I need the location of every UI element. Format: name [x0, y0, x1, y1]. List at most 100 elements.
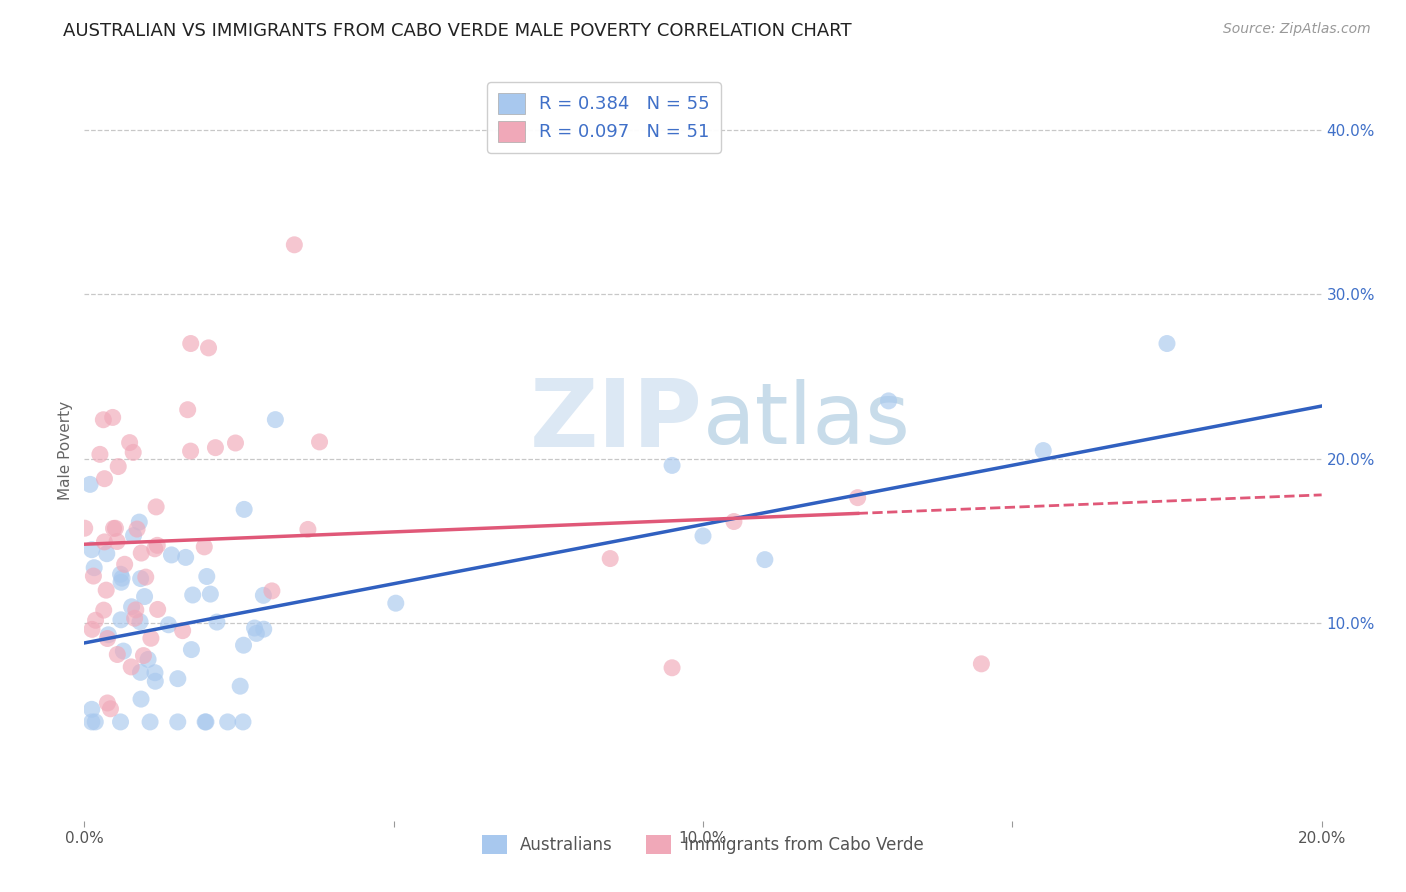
Point [174, 550, 197, 565]
Point [180, 444, 202, 458]
Point [877, 393, 900, 408]
Point [132, 648, 155, 663]
Point [96, 547, 118, 561]
Point [194, 714, 217, 729]
Point [105, 534, 128, 549]
Point [118, 435, 141, 450]
Point [253, 622, 276, 636]
Point [754, 552, 776, 566]
Point [181, 588, 204, 602]
Legend: Australians, Immigrants from Cabo Verde: Australians, Immigrants from Cabo Verde [475, 828, 931, 861]
Point [125, 522, 148, 536]
Point [232, 714, 254, 729]
Point [245, 626, 267, 640]
Point [200, 587, 222, 601]
Point [252, 588, 274, 602]
Point [120, 660, 142, 674]
Text: atlas: atlas [703, 379, 911, 462]
Point [134, 590, 156, 604]
Point [128, 515, 150, 529]
Point [105, 648, 128, 662]
Point [195, 569, 218, 583]
Point [193, 540, 215, 554]
Point [96, 583, 118, 598]
Point [180, 336, 202, 351]
Point [93, 603, 115, 617]
Text: ZIP: ZIP [530, 375, 703, 467]
Point [135, 570, 157, 584]
Point [157, 617, 180, 632]
Point [80, 542, 103, 557]
Point [723, 515, 745, 529]
Point [110, 613, 132, 627]
Point [232, 638, 254, 652]
Point [80, 702, 103, 716]
Point [166, 714, 188, 729]
Point [97, 628, 120, 642]
Point [122, 445, 145, 459]
Point [80, 623, 103, 637]
Point [129, 692, 152, 706]
Point [96, 632, 118, 646]
Point [110, 567, 132, 582]
Point [224, 436, 246, 450]
Point [145, 500, 167, 514]
Point [121, 599, 143, 614]
Point [229, 679, 252, 693]
Point [194, 714, 217, 729]
Point [384, 596, 406, 610]
Point [846, 491, 869, 505]
Point [100, 702, 122, 716]
Point [110, 575, 132, 590]
Text: AUSTRALIAN VS IMMIGRANTS FROM CABO VERDE MALE POVERTY CORRELATION CHART: AUSTRALIAN VS IMMIGRANTS FROM CABO VERDE… [63, 22, 852, 40]
Point [110, 714, 132, 729]
Point [217, 714, 239, 729]
Point [73, 521, 96, 535]
Point [93, 472, 115, 486]
Point [599, 551, 621, 566]
Point [129, 615, 152, 629]
Point [125, 603, 148, 617]
Point [204, 441, 226, 455]
Point [205, 615, 228, 629]
Point [692, 529, 714, 543]
Point [661, 458, 683, 473]
Point [93, 413, 115, 427]
Point [243, 621, 266, 635]
Point [79, 477, 101, 491]
Point [143, 665, 166, 680]
Point [172, 624, 194, 638]
Point [176, 402, 198, 417]
Point [82, 569, 104, 583]
Point [84, 613, 107, 627]
Point [139, 632, 162, 646]
Point [107, 459, 129, 474]
Point [297, 523, 319, 537]
Point [84, 714, 107, 729]
Point [124, 611, 146, 625]
Point [129, 546, 152, 560]
Point [104, 521, 127, 535]
Point [264, 412, 287, 426]
Point [101, 410, 124, 425]
Point [283, 237, 305, 252]
Y-axis label: Male Poverty: Male Poverty [58, 401, 73, 500]
Point [146, 538, 169, 552]
Point [233, 502, 256, 516]
Point [129, 572, 152, 586]
Point [143, 674, 166, 689]
Point [112, 644, 135, 658]
Point [180, 642, 202, 657]
Point [139, 714, 162, 729]
Point [129, 665, 152, 680]
Point [260, 583, 283, 598]
Point [197, 341, 219, 355]
Point [1032, 443, 1054, 458]
Point [308, 434, 330, 449]
Point [160, 548, 183, 562]
Point [143, 541, 166, 556]
Point [661, 661, 683, 675]
Point [136, 652, 159, 666]
Point [93, 535, 115, 549]
Point [166, 672, 188, 686]
